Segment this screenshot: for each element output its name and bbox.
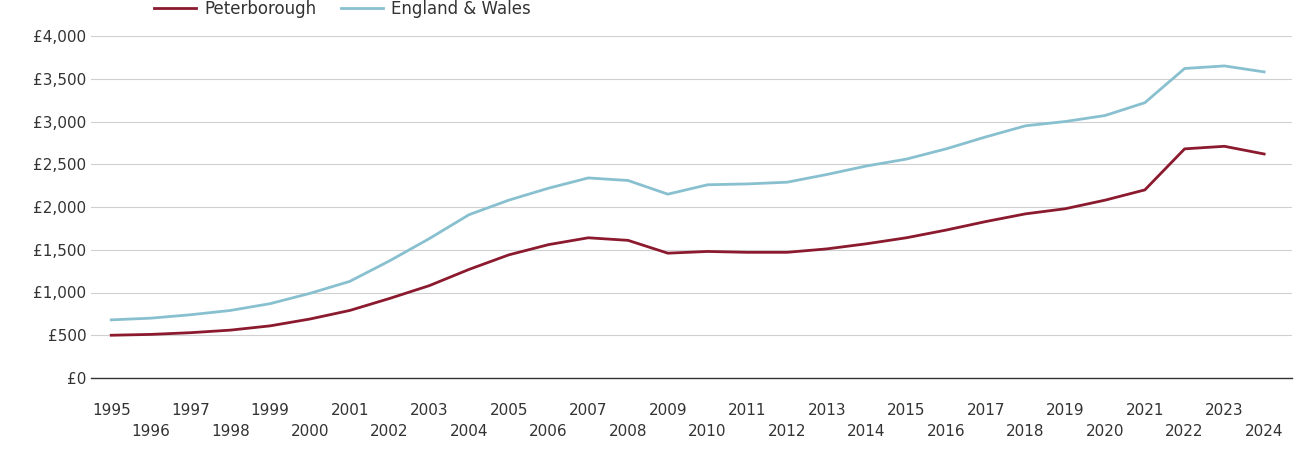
Text: 2016: 2016 <box>927 424 966 439</box>
England & Wales <box>262 301 278 306</box>
Peterborough <box>820 246 835 252</box>
Peterborough <box>859 241 874 247</box>
England & Wales <box>103 317 119 323</box>
England & Wales <box>342 279 358 284</box>
Peterborough <box>103 333 119 338</box>
England & Wales <box>303 291 318 296</box>
England & Wales <box>699 182 715 188</box>
Text: 2002: 2002 <box>371 424 408 439</box>
Peterborough <box>1177 146 1193 152</box>
Text: 2007: 2007 <box>569 403 608 418</box>
England & Wales <box>1137 100 1152 105</box>
Text: 2004: 2004 <box>450 424 488 439</box>
Text: 2010: 2010 <box>688 424 727 439</box>
England & Wales <box>660 191 676 197</box>
Peterborough <box>740 250 756 255</box>
Text: 2021: 2021 <box>1126 403 1164 418</box>
Text: 2006: 2006 <box>530 424 568 439</box>
Line: Peterborough: Peterborough <box>111 146 1265 335</box>
Peterborough <box>501 252 517 257</box>
England & Wales <box>183 312 198 317</box>
Text: 1999: 1999 <box>251 403 290 418</box>
Legend: Peterborough, England & Wales: Peterborough, England & Wales <box>147 0 538 24</box>
Peterborough <box>422 283 437 288</box>
England & Wales <box>1257 69 1272 75</box>
Peterborough <box>1137 187 1152 193</box>
England & Wales <box>1177 66 1193 71</box>
Text: 1998: 1998 <box>211 424 249 439</box>
Text: 2013: 2013 <box>808 403 846 418</box>
England & Wales <box>899 157 915 162</box>
England & Wales <box>540 185 556 191</box>
Text: 1997: 1997 <box>171 403 210 418</box>
Peterborough <box>540 242 556 248</box>
England & Wales <box>381 258 397 264</box>
Text: 2024: 2024 <box>1245 424 1283 439</box>
Peterborough <box>1257 151 1272 157</box>
Peterborough <box>938 227 954 233</box>
England & Wales <box>740 181 756 187</box>
Text: 2022: 2022 <box>1165 424 1203 439</box>
Text: 2000: 2000 <box>291 424 329 439</box>
Peterborough <box>223 328 239 333</box>
England & Wales <box>461 212 476 217</box>
England & Wales <box>1018 123 1034 129</box>
England & Wales <box>1098 113 1113 118</box>
Peterborough <box>581 235 596 240</box>
Peterborough <box>1057 206 1073 211</box>
England & Wales <box>501 198 517 203</box>
Peterborough <box>660 251 676 256</box>
England & Wales <box>938 146 954 152</box>
Text: 2018: 2018 <box>1006 424 1045 439</box>
Text: 2023: 2023 <box>1205 403 1244 418</box>
Text: 2020: 2020 <box>1086 424 1125 439</box>
Peterborough <box>1216 144 1232 149</box>
Text: 2003: 2003 <box>410 403 449 418</box>
Text: 2012: 2012 <box>767 424 806 439</box>
Peterborough <box>144 332 159 337</box>
England & Wales <box>144 315 159 321</box>
Text: 2009: 2009 <box>649 403 688 418</box>
Peterborough <box>977 219 993 224</box>
Peterborough <box>461 267 476 272</box>
England & Wales <box>779 180 795 185</box>
Text: 2019: 2019 <box>1047 403 1084 418</box>
Peterborough <box>899 235 915 240</box>
England & Wales <box>977 134 993 140</box>
England & Wales <box>223 308 239 313</box>
Text: 2015: 2015 <box>887 403 925 418</box>
England & Wales <box>620 178 636 183</box>
England & Wales <box>859 163 874 169</box>
England & Wales <box>1216 63 1232 68</box>
Line: England & Wales: England & Wales <box>111 66 1265 320</box>
Peterborough <box>1098 198 1113 203</box>
Text: 2011: 2011 <box>728 403 766 418</box>
Peterborough <box>262 323 278 328</box>
Text: 2017: 2017 <box>967 403 1005 418</box>
England & Wales <box>422 236 437 241</box>
Peterborough <box>699 249 715 254</box>
Peterborough <box>1018 211 1034 216</box>
Peterborough <box>342 308 358 313</box>
Text: 2005: 2005 <box>489 403 529 418</box>
England & Wales <box>581 175 596 180</box>
Peterborough <box>183 330 198 335</box>
Text: 2014: 2014 <box>847 424 886 439</box>
Peterborough <box>303 316 318 322</box>
Peterborough <box>620 238 636 243</box>
Text: 1996: 1996 <box>132 424 171 439</box>
Text: 2001: 2001 <box>330 403 369 418</box>
Text: 2008: 2008 <box>609 424 647 439</box>
England & Wales <box>1057 119 1073 124</box>
England & Wales <box>820 172 835 177</box>
Peterborough <box>779 250 795 255</box>
Text: 1995: 1995 <box>91 403 130 418</box>
Peterborough <box>381 296 397 301</box>
